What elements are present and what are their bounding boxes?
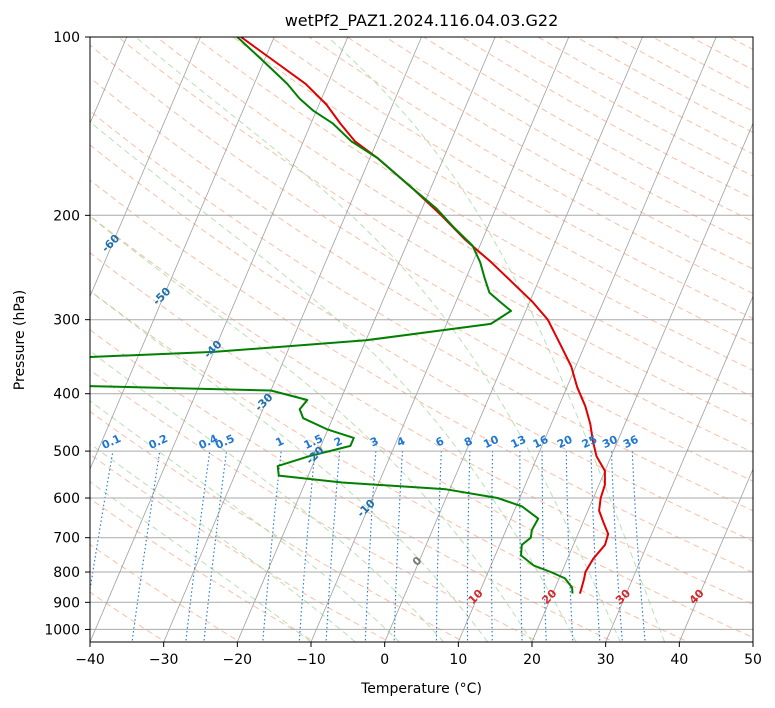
y-tick-label: 900	[53, 595, 80, 611]
mixing-ratio-label: 36	[621, 433, 641, 451]
y-tick-label: 400	[53, 387, 80, 403]
dry-adiabat	[118, 37, 753, 425]
x-axis-label: Temperature (°C)	[360, 681, 482, 697]
mixing-ratio-label: 13	[509, 433, 528, 451]
x-tick-label: −40	[75, 652, 105, 668]
dry-adiabat	[90, 76, 753, 482]
moist-adiabat	[90, 481, 312, 642]
profile-lines	[90, 37, 610, 594]
mixing-ratio-line	[435, 451, 442, 642]
isotherm-line	[163, 37, 422, 642]
dewpoint-profile	[90, 37, 574, 594]
x-tick-label: 30	[597, 652, 615, 668]
y-tick-label: 200	[53, 208, 80, 224]
dry-adiabat	[90, 110, 753, 512]
mixing-ratio-line	[393, 451, 404, 642]
plot-frame	[89, 36, 754, 643]
isotherm-line	[457, 37, 717, 642]
isotherm-line	[90, 37, 349, 642]
axis-ticks: −40 −30 −20 −10 0 10 20 30 40 50 100 200 300 400 500 60…	[44, 30, 762, 668]
y-tick-label: 1000	[44, 622, 80, 638]
x-tick-label: 50	[744, 652, 762, 668]
mixing-ratio-line	[541, 451, 547, 642]
y-tick-label: 700	[53, 531, 80, 547]
chart-title: wetPf2_PAZ1.2024.116.04.03.G22	[285, 11, 559, 31]
mixing-ratio-label: 20	[555, 433, 575, 451]
isotherm-line	[605, 295, 753, 642]
mixing-ratio-line	[590, 451, 601, 642]
x-tick-label: 0	[380, 652, 389, 668]
mixing-ratio-line	[490, 451, 494, 642]
dry-adiabat	[194, 37, 753, 371]
y-tick-label: 100	[53, 30, 80, 46]
x-tick-label: 10	[449, 652, 467, 668]
x-tick-label: −30	[149, 652, 179, 668]
mixing-ratio-label: 16	[531, 433, 551, 451]
moist-adiabat	[90, 400, 400, 642]
x-tick-label: 20	[523, 652, 541, 668]
mixing-ratio-line	[466, 451, 471, 642]
moist-adiabat	[90, 121, 577, 642]
dry-adiabat	[308, 37, 753, 295]
dry-adiabat	[90, 144, 753, 542]
x-tick-label: 40	[670, 652, 688, 668]
isotherm-line	[678, 468, 753, 642]
isotherm-line	[384, 37, 643, 642]
grid-lines	[90, 37, 753, 642]
isotherm-line	[90, 37, 201, 298]
moist-adiabat	[135, 37, 621, 642]
moist-adiabat	[90, 290, 489, 642]
dry-adiabat	[156, 37, 753, 398]
mixing-ratio-line	[565, 451, 574, 642]
isotherm-line	[531, 122, 753, 642]
temperature-profile	[240, 37, 610, 594]
mixing-ratio-line	[519, 451, 523, 642]
dry-adiabat	[90, 179, 753, 573]
isotherm-line	[90, 37, 275, 471]
y-tick-label: 500	[53, 444, 80, 460]
x-tick-label: −10	[296, 652, 326, 668]
mixing-ratio-label: 30	[600, 433, 620, 451]
dry-adiabat	[270, 37, 753, 320]
moist-adiabat	[327, 37, 666, 642]
x-tick-label: −20	[223, 652, 253, 668]
moist-adiabat	[90, 350, 444, 642]
isotherm-line	[310, 37, 570, 642]
y-axis-label: Pressure (hPa)	[12, 290, 28, 390]
mixing-ratio-label: 25	[580, 433, 599, 451]
y-tick-label: 800	[53, 565, 80, 581]
y-tick-label: 300	[53, 313, 80, 329]
mixing-ratio-line	[364, 451, 377, 642]
y-tick-label: 600	[53, 491, 80, 507]
mixing-ratio-label: 10	[481, 433, 501, 451]
